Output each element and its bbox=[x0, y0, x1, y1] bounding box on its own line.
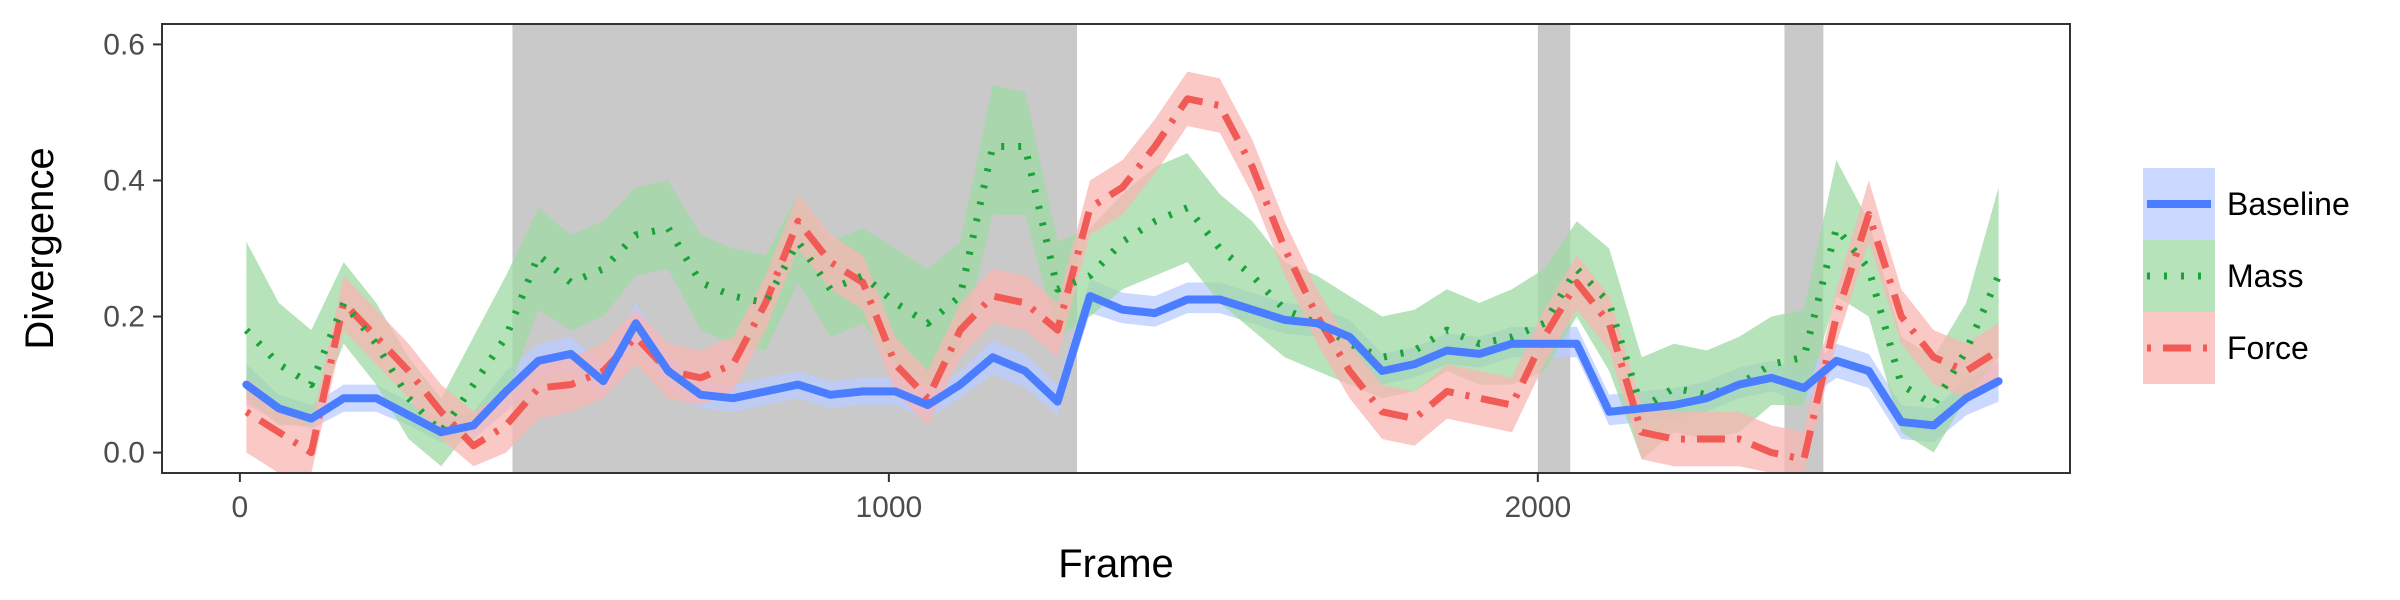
y-axis-title: Divergence bbox=[18, 147, 62, 349]
legend-label-baseline: Baseline bbox=[2227, 186, 2350, 222]
x-tick-label: 1000 bbox=[855, 491, 922, 524]
x-axis-title: Frame bbox=[1058, 542, 1174, 586]
force-series-line bbox=[244, 95, 2001, 463]
y-tick-label: 0.0 bbox=[103, 437, 145, 470]
mass-confidence-band bbox=[246, 85, 1999, 467]
y-tick-label: 0.4 bbox=[103, 164, 145, 197]
series-lines bbox=[242, 95, 2003, 463]
legend-key-mass bbox=[2143, 240, 2215, 312]
legend-label-mass: Mass bbox=[2227, 258, 2303, 294]
legend-label-force: Force bbox=[2227, 330, 2309, 366]
y-tick-label: 0.2 bbox=[103, 301, 145, 334]
y-axis: 0.0 0.2 0.4 0.6 bbox=[103, 28, 162, 470]
legend: Baseline Mass Force bbox=[2143, 168, 2350, 384]
legend-key-baseline bbox=[2143, 168, 2215, 240]
x-axis: 0 1000 2000 bbox=[232, 473, 1571, 524]
baseline-series-line bbox=[242, 292, 2003, 437]
legend-key-force bbox=[2143, 312, 2215, 384]
y-tick-label: 0.6 bbox=[103, 28, 145, 61]
plot-panel-border bbox=[161, 23, 2071, 474]
x-tick-label: 2000 bbox=[1504, 491, 1571, 524]
x-tick-label: 0 bbox=[232, 491, 249, 524]
